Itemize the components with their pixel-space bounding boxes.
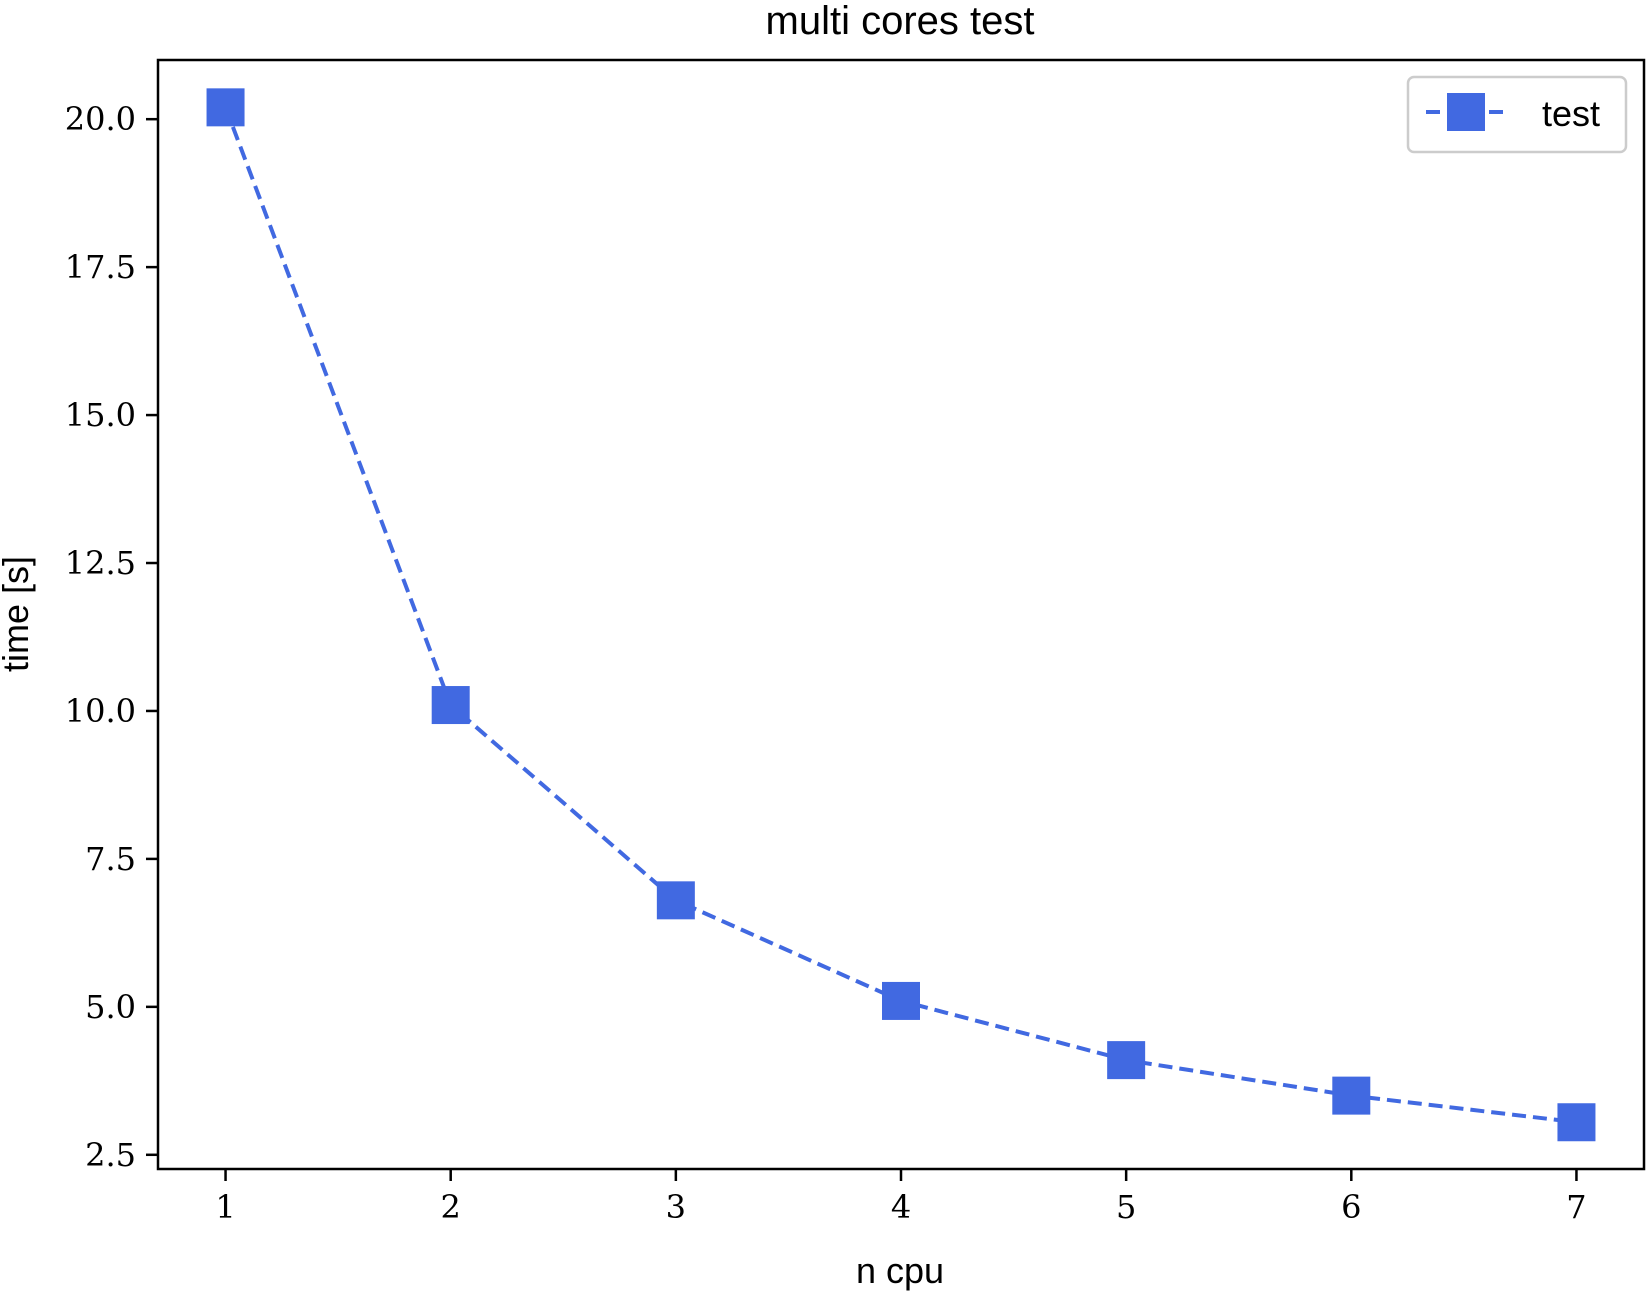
y-tick-label: 15.0 — [65, 396, 136, 434]
chart-title: multi cores test — [766, 0, 1035, 43]
x-tick-label: 4 — [891, 1188, 911, 1226]
y-tick-label: 10.0 — [65, 692, 136, 730]
legend-marker-swatch — [1447, 93, 1485, 131]
x-axis: 1 2 3 4 5 6 7 — [215, 1169, 1587, 1226]
x-tick-label: 3 — [666, 1188, 686, 1226]
data-point-marker — [1107, 1041, 1146, 1080]
data-point-marker — [882, 981, 920, 1020]
data-point-marker — [206, 88, 245, 127]
x-tick-label: 1 — [215, 1188, 235, 1226]
plot-area — [206, 88, 1596, 1142]
data-point-marker — [1557, 1103, 1596, 1142]
x-tick-label: 6 — [1341, 1188, 1361, 1226]
x-tick-label: 2 — [441, 1188, 461, 1226]
y-tick-label: 2.5 — [85, 1136, 136, 1174]
y-tick-label: 12.5 — [65, 544, 136, 582]
data-point-marker — [656, 881, 695, 920]
x-axis-label: n cpu — [856, 1250, 944, 1291]
data-point-marker — [1332, 1076, 1371, 1115]
x-tick-label: 7 — [1566, 1188, 1586, 1226]
y-axis-label: time [s] — [0, 556, 36, 672]
data-point-marker — [431, 686, 470, 725]
y-tick-label: 7.5 — [85, 840, 136, 878]
x-tick-label: 5 — [1116, 1188, 1136, 1226]
y-axis: 2.5 5.0 7.5 10.0 12.5 15.0 17.5 20.0 — [65, 100, 158, 1174]
y-tick-label: 5.0 — [85, 988, 136, 1026]
legend-label: test — [1542, 93, 1600, 134]
y-tick-label: 20.0 — [65, 100, 136, 138]
y-tick-label: 17.5 — [65, 248, 136, 286]
legend: test — [1406, 75, 1628, 154]
